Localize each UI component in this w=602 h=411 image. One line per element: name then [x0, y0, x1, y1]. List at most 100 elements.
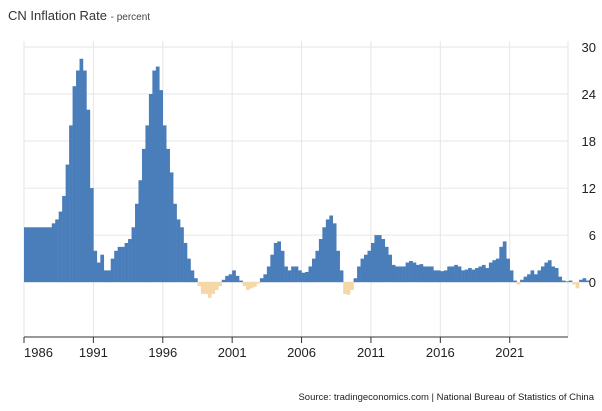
data-bar: [370, 242, 375, 283]
data-bar: [24, 227, 28, 283]
data-bar: [27, 227, 32, 283]
chart-title-text: CN Inflation Rate: [8, 8, 107, 23]
data-bar: [402, 266, 406, 283]
data-bar: [332, 223, 337, 283]
y-tick-label: 18: [582, 134, 596, 149]
data-bar: [298, 270, 302, 283]
data-bar: [135, 203, 139, 283]
data-bar: [586, 280, 590, 283]
data-bar: [357, 266, 361, 283]
data-bar: [225, 275, 229, 283]
data-bar: [308, 266, 313, 283]
data-bar: [194, 278, 198, 283]
data-bar: [284, 266, 288, 283]
data-bar: [426, 266, 431, 283]
data-bar: [48, 227, 53, 283]
data-bar: [318, 239, 323, 283]
data-bar: [277, 241, 281, 283]
data-bar: [221, 279, 226, 283]
data-bar: [554, 268, 559, 283]
data-bar: [464, 269, 469, 283]
data-bar: [534, 274, 538, 283]
data-bar: [103, 270, 108, 283]
chart-title: CN Inflation Rate - percent: [8, 8, 150, 23]
data-bar: [575, 282, 580, 289]
x-tick-label: 2006: [287, 345, 316, 360]
data-bar: [457, 266, 462, 283]
data-bar: [547, 260, 552, 283]
data-bar: [523, 276, 528, 283]
data-bar: [325, 219, 330, 283]
data-bar: [488, 262, 493, 283]
data-bar: [287, 270, 292, 283]
data-bar: [117, 246, 122, 283]
data-bar: [346, 282, 351, 295]
x-tick-labels: 1986 1991 1996 2001 2006 2011 2016 2021: [24, 345, 524, 360]
gridlines: [23, 41, 569, 337]
data-bar: [436, 270, 441, 283]
data-bar: [450, 266, 455, 283]
x-tick-label: 2001: [218, 345, 247, 360]
data-bar: [520, 279, 524, 283]
data-bar: [211, 282, 216, 294]
data-bar: [190, 270, 195, 283]
data-bar: [367, 250, 372, 283]
data-bar: [409, 260, 413, 283]
y-tick-label: 24: [582, 87, 596, 102]
data-bar: [72, 86, 77, 283]
data-bar: [537, 270, 542, 283]
data-bar: [540, 266, 545, 283]
data-bar: [353, 278, 358, 283]
data-bar: [558, 276, 563, 283]
data-bar: [381, 239, 386, 283]
data-bar: [478, 266, 483, 283]
data-bar: [568, 280, 573, 283]
data-bar: [34, 227, 39, 283]
data-bar: [311, 258, 316, 283]
y-tick-label: 6: [589, 228, 596, 243]
data-bar: [232, 270, 236, 283]
data-bar: [148, 94, 153, 283]
x-tick-label: 2011: [357, 345, 385, 360]
data-bar: [398, 266, 403, 283]
x-tick-label: 2016: [426, 345, 455, 360]
data-bar: [249, 282, 254, 289]
data-bar: [107, 270, 111, 283]
data-bar: [252, 282, 257, 287]
y-tick-labels: 0 6 12 18 24 30: [582, 40, 596, 290]
y-tick-label: 12: [582, 181, 596, 196]
data-bar: [468, 268, 472, 283]
x-tick-label: 1986: [24, 345, 53, 360]
data-bar: [305, 271, 309, 283]
data-bar: [565, 281, 569, 283]
data-bar: [343, 282, 347, 294]
data-bar: [291, 266, 295, 283]
bar-series: [24, 58, 590, 298]
data-bar: [96, 262, 101, 283]
data-bar: [159, 90, 164, 283]
data-bar: [37, 227, 42, 283]
data-bar: [416, 264, 420, 283]
data-bar: [51, 223, 56, 283]
data-bar: [69, 125, 73, 283]
data-bar: [384, 246, 389, 283]
data-bar: [350, 282, 354, 290]
data-bar: [391, 264, 396, 283]
data-bar: [301, 272, 306, 283]
data-bar: [214, 282, 219, 290]
data-bar: [162, 125, 167, 283]
data-bar: [55, 219, 59, 283]
data-bar: [65, 164, 70, 283]
data-bar: [530, 270, 535, 283]
x-tick-label: 1996: [148, 345, 177, 360]
data-bar: [62, 195, 66, 283]
data-bar: [239, 280, 243, 283]
data-bar: [141, 148, 146, 283]
data-bar: [544, 262, 549, 283]
data-bar: [454, 264, 458, 283]
data-bar: [336, 250, 340, 283]
data-bar: [509, 270, 514, 283]
data-bar: [481, 264, 486, 283]
data-bar: [242, 282, 247, 287]
data-bar: [207, 282, 212, 298]
